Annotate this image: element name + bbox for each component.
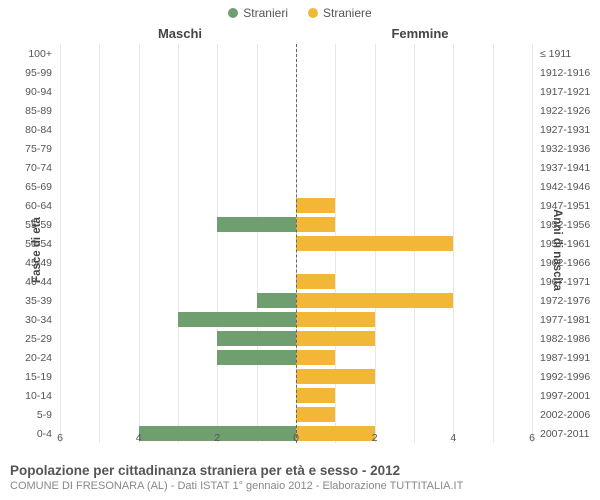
y-label-birth: 1932-1936 (540, 139, 600, 158)
legend-label-female: Straniere (323, 6, 372, 20)
y-label-age: 50-54 (0, 234, 52, 253)
x-tick: 4 (450, 432, 456, 444)
swatch-male (228, 8, 238, 18)
bar-male (217, 331, 296, 346)
y-label-age: 45-49 (0, 253, 52, 272)
y-label-age: 100+ (0, 44, 52, 63)
y-label-age: 40-44 (0, 272, 52, 291)
y-label-birth: 1957-1961 (540, 234, 600, 253)
y-label-birth: 1922-1926 (540, 101, 600, 120)
y-label-age: 10-14 (0, 386, 52, 405)
y-label-age: 15-19 (0, 367, 52, 386)
bar-male (217, 350, 296, 365)
bar-female (296, 369, 375, 384)
center-line (296, 44, 297, 443)
y-label-birth: 1977-1981 (540, 310, 600, 329)
y-label-age: 90-94 (0, 82, 52, 101)
y-label-birth: 1962-1966 (540, 253, 600, 272)
y-label-age: 60-64 (0, 196, 52, 215)
x-tick: 6 (57, 432, 63, 444)
footer: Popolazione per cittadinanza straniera p… (10, 463, 590, 492)
y-label-birth: 1987-1991 (540, 348, 600, 367)
x-tick: 6 (529, 432, 535, 444)
x-tick: 0 (293, 432, 299, 444)
y-labels-right: ≤ 19111912-19161917-19211922-19261927-19… (536, 44, 600, 443)
y-label-age: 0-4 (0, 424, 52, 443)
y-label-age: 65-69 (0, 177, 52, 196)
y-label-age: 95-99 (0, 63, 52, 82)
bar-female (296, 293, 453, 308)
y-label-age: 25-29 (0, 329, 52, 348)
chart-subtitle: COMUNE DI FRESONARA (AL) - Dati ISTAT 1°… (10, 480, 590, 492)
bar-male (178, 312, 296, 327)
panel-header-left: Maschi (0, 26, 300, 41)
y-label-age: 75-79 (0, 139, 52, 158)
y-label-age: 85-89 (0, 101, 52, 120)
bar-female (296, 217, 335, 232)
y-label-birth: 1947-1951 (540, 196, 600, 215)
y-label-birth: 2002-2006 (540, 405, 600, 424)
pyramid-chart (60, 44, 532, 443)
y-label-age: 30-34 (0, 310, 52, 329)
x-tick: 4 (136, 432, 142, 444)
y-label-birth: 1992-1996 (540, 367, 600, 386)
y-label-birth: 1997-2001 (540, 386, 600, 405)
y-label-birth: 1942-1946 (540, 177, 600, 196)
bar-female (296, 198, 335, 213)
bar-female (296, 350, 335, 365)
panel-header-right: Femmine (300, 26, 600, 41)
y-label-birth: 1952-1956 (540, 215, 600, 234)
y-label-age: 20-24 (0, 348, 52, 367)
x-axis-ticks: 6 4 2 0 2 4 6 (60, 432, 532, 446)
y-label-birth: 1917-1921 (540, 82, 600, 101)
bar-male (257, 293, 296, 308)
y-label-age: 5-9 (0, 405, 52, 424)
chart-title: Popolazione per cittadinanza straniera p… (10, 463, 590, 478)
bar-female (296, 388, 335, 403)
legend: Stranieri Straniere (0, 0, 600, 20)
bar-female (296, 274, 335, 289)
y-label-birth: 1972-1976 (540, 291, 600, 310)
legend-item-female: Straniere (308, 6, 372, 20)
legend-item-male: Stranieri (228, 6, 288, 20)
y-label-birth: 1967-1971 (540, 272, 600, 291)
x-tick: 2 (372, 432, 378, 444)
swatch-female (308, 8, 318, 18)
bar-female (296, 331, 375, 346)
x-tick: 2 (214, 432, 220, 444)
y-label-age: 55-59 (0, 215, 52, 234)
bar-female (296, 312, 375, 327)
bar-male (217, 217, 296, 232)
legend-label-male: Stranieri (243, 6, 288, 20)
y-label-birth: 1912-1916 (540, 63, 600, 82)
y-labels-left: 100+95-9990-9485-8980-8475-7970-7465-696… (0, 44, 56, 443)
bar-female (296, 407, 335, 422)
y-label-birth: ≤ 1911 (540, 44, 600, 63)
y-label-age: 80-84 (0, 120, 52, 139)
y-label-birth: 1982-1986 (540, 329, 600, 348)
y-label-age: 35-39 (0, 291, 52, 310)
y-label-birth: 2007-2011 (540, 424, 600, 443)
panel-headers: Maschi Femmine (0, 26, 600, 41)
y-label-age: 70-74 (0, 158, 52, 177)
y-label-birth: 1937-1941 (540, 158, 600, 177)
y-label-birth: 1927-1931 (540, 120, 600, 139)
bar-female (296, 236, 453, 251)
